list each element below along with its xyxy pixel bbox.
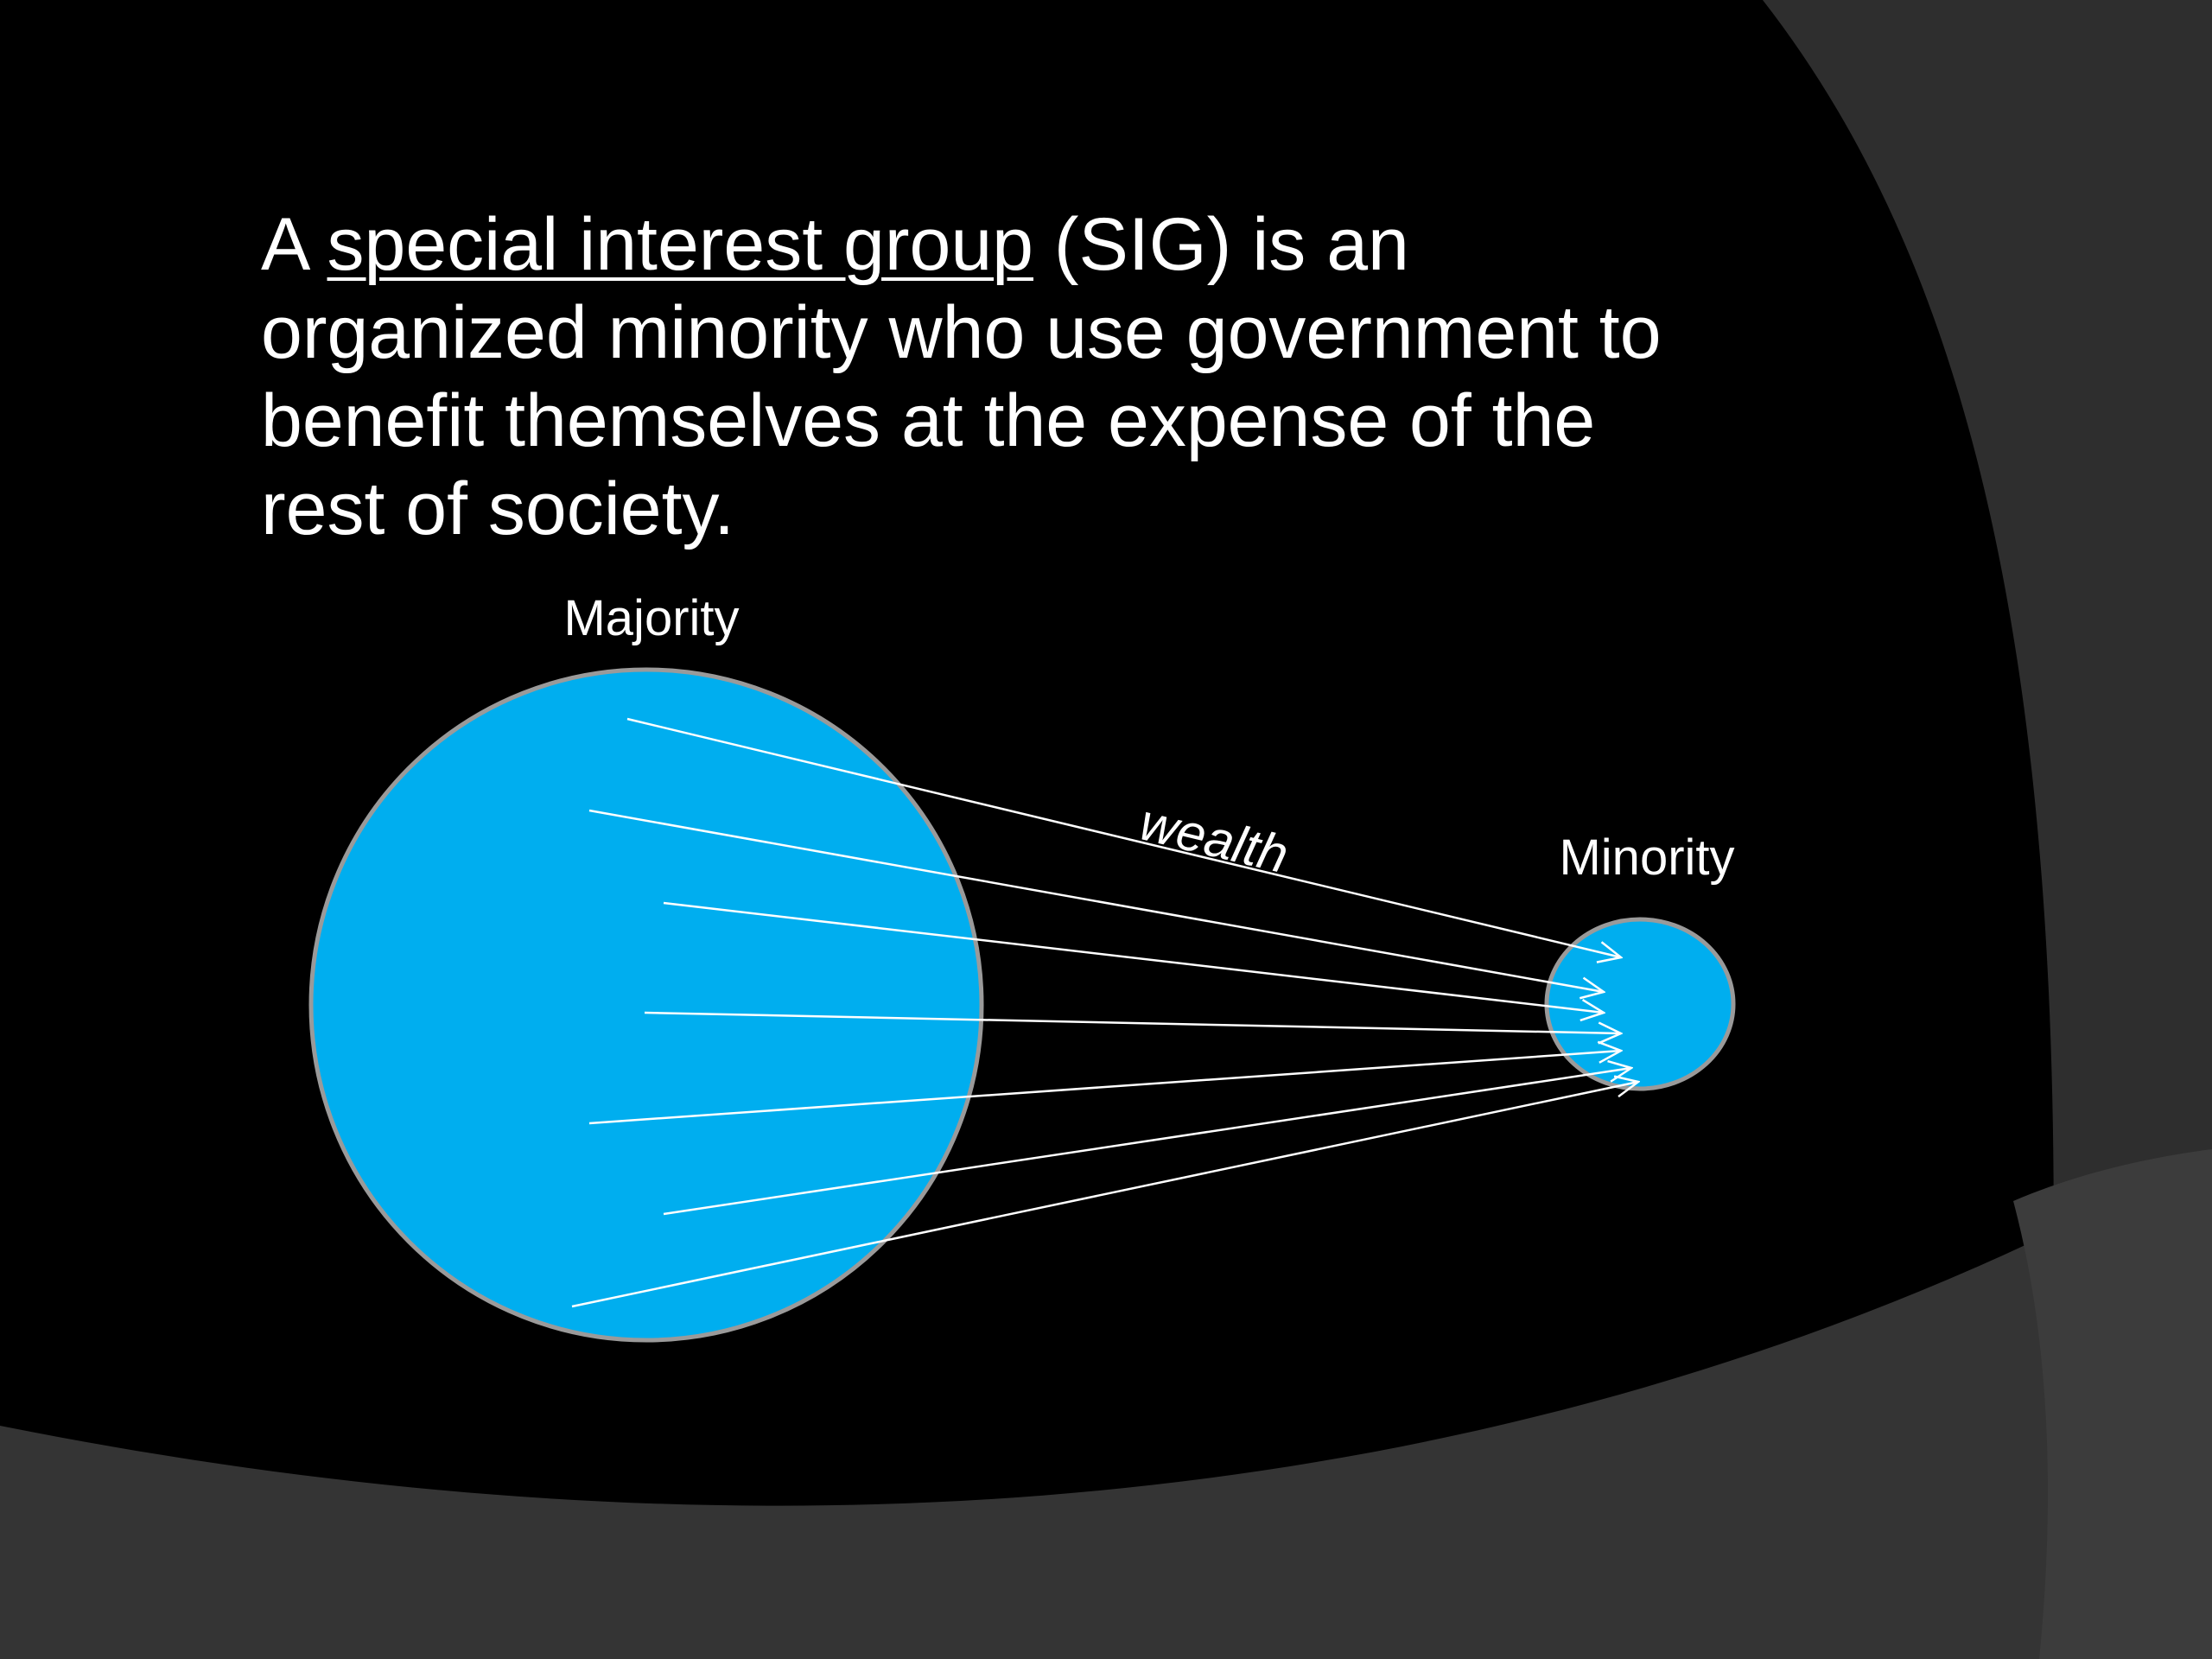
swoosh-overlap bbox=[2013, 1149, 2212, 1659]
definition-text: A special interest group (SIG) is an orga… bbox=[261, 200, 1747, 553]
term-special-interest-group: special interest group bbox=[327, 203, 1033, 286]
wealth-arrow bbox=[626, 717, 1621, 957]
text-prefix: A bbox=[261, 203, 327, 286]
wealth-arrow bbox=[588, 809, 1604, 992]
swoosh-bottom bbox=[0, 1149, 2212, 1659]
majority-circle bbox=[308, 667, 984, 1343]
wealth-label: wealth bbox=[1135, 792, 1294, 884]
majority-label: Majority bbox=[563, 590, 739, 646]
minority-label: Minority bbox=[1559, 830, 1734, 886]
wealth-arrow bbox=[663, 1068, 1631, 1216]
wealth-arrow bbox=[588, 1051, 1621, 1125]
text-line2: organized minority who use government to bbox=[261, 291, 1662, 374]
wealth-arrow bbox=[644, 1011, 1621, 1033]
text-line1-rest: (SIG) is an bbox=[1033, 203, 1409, 286]
wealth-arrow bbox=[571, 1082, 1638, 1308]
wealth-arrow bbox=[663, 901, 1604, 1013]
wealth-arrows bbox=[571, 717, 1638, 1308]
text-line3: benefit themselves at the expense of the bbox=[261, 379, 1596, 462]
text-line4: rest of society. bbox=[261, 467, 735, 550]
minority-circle bbox=[1544, 917, 1736, 1091]
